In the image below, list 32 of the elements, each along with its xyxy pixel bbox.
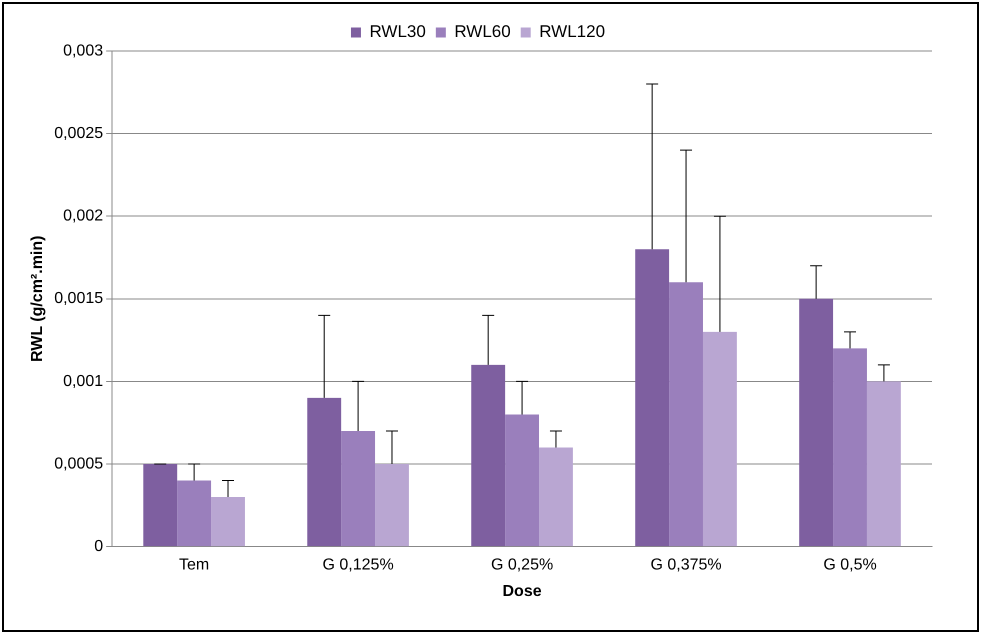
bar: [669, 282, 703, 546]
bar: [539, 447, 573, 546]
y-tick-label: 0,001: [63, 372, 104, 390]
x-tick-label: Tem: [179, 556, 210, 574]
y-tick-label: 0: [94, 538, 104, 556]
legend-label: RWL60: [454, 22, 511, 42]
y-tick-label: 0,0025: [54, 125, 104, 142]
bar: [177, 480, 212, 546]
x-tick-label: G 0,375%: [650, 556, 722, 574]
bar: [211, 497, 245, 546]
y-tick-label: 0,0015: [54, 290, 104, 308]
legend-label: RWL120: [539, 22, 606, 42]
bar: [833, 348, 867, 546]
x-tick-label: G 0,125%: [322, 556, 394, 574]
bar: [505, 414, 540, 546]
bar: [341, 430, 376, 546]
y-axis-title: RWL (g/cm².min): [29, 236, 46, 362]
y-tick-label: 0,0005: [54, 455, 104, 472]
x-axis-title: Dose: [502, 582, 542, 600]
bar: [635, 249, 670, 546]
bar: [375, 464, 409, 546]
y-tick-label: 0,002: [63, 208, 104, 225]
x-tick-label: G 0,25%: [490, 556, 554, 574]
y-tick-label: 0,003: [63, 42, 104, 60]
x-tick-label: G 0,5%: [823, 556, 877, 574]
bar: [471, 364, 506, 546]
bar: [702, 332, 737, 546]
bar: [866, 381, 901, 546]
bar: [799, 298, 834, 546]
legend-label: RWL30: [369, 22, 426, 42]
bar: [307, 398, 342, 546]
bar: [143, 464, 178, 546]
